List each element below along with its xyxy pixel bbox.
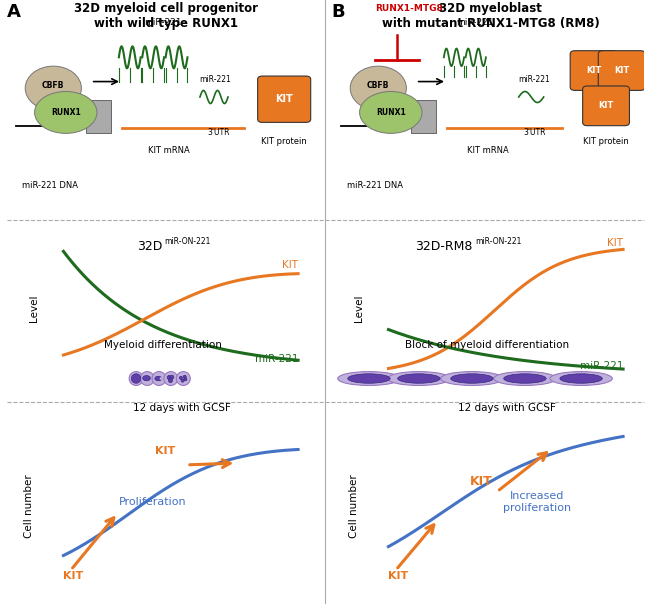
- Circle shape: [170, 375, 174, 379]
- Text: B: B: [332, 3, 345, 21]
- Text: miR-ON-221: miR-ON-221: [164, 237, 211, 246]
- Ellipse shape: [155, 376, 162, 381]
- Circle shape: [504, 374, 546, 384]
- Ellipse shape: [34, 91, 97, 133]
- Circle shape: [181, 379, 184, 382]
- Ellipse shape: [359, 91, 422, 133]
- Text: KIT: KIT: [599, 101, 614, 111]
- FancyBboxPatch shape: [570, 51, 617, 91]
- Text: Increased
proliferation: Increased proliferation: [502, 492, 571, 513]
- Text: miR-221: miR-221: [200, 75, 231, 84]
- Text: miR-221: miR-221: [519, 75, 550, 84]
- Circle shape: [183, 375, 187, 378]
- Text: Level: Level: [354, 294, 364, 322]
- Ellipse shape: [143, 376, 150, 381]
- Text: CBFB: CBFB: [367, 82, 389, 91]
- Circle shape: [179, 376, 183, 379]
- Circle shape: [167, 376, 171, 379]
- Text: miR-221: miR-221: [456, 18, 494, 27]
- Text: Block of myeloid differentiation: Block of myeloid differentiation: [406, 340, 569, 350]
- FancyBboxPatch shape: [411, 100, 436, 133]
- Text: KIT: KIT: [64, 571, 84, 580]
- Text: 12 days with GCSF: 12 days with GCSF: [458, 403, 556, 413]
- Text: miR-221 DNA: miR-221 DNA: [22, 181, 78, 190]
- Text: miR-221: miR-221: [580, 361, 623, 371]
- Text: KIT protein: KIT protein: [261, 137, 307, 146]
- Text: KIT: KIT: [607, 239, 623, 248]
- Text: Myeloid differentiation: Myeloid differentiation: [103, 340, 222, 350]
- Text: miR-221 DNA: miR-221 DNA: [347, 181, 403, 190]
- Circle shape: [184, 378, 187, 381]
- FancyBboxPatch shape: [582, 86, 629, 126]
- Circle shape: [168, 379, 172, 382]
- Text: KIT mRNA: KIT mRNA: [467, 146, 508, 155]
- Text: 32D myeloblast
with mutant RUNX1-MTG8 (RM8): 32D myeloblast with mutant RUNX1-MTG8 (R…: [382, 2, 599, 30]
- Text: RUNX1: RUNX1: [376, 108, 406, 117]
- Text: 32D-RM8: 32D-RM8: [415, 240, 473, 253]
- Text: KIT: KIT: [282, 260, 298, 269]
- Text: Cell number: Cell number: [24, 474, 34, 538]
- Text: KIT: KIT: [586, 66, 601, 75]
- Circle shape: [450, 374, 493, 384]
- Text: KIT: KIT: [155, 446, 175, 456]
- Text: 32D: 32D: [137, 240, 162, 253]
- Circle shape: [338, 371, 400, 385]
- Circle shape: [398, 374, 440, 384]
- Text: RUNX1-MTG8: RUNX1-MTG8: [376, 4, 443, 13]
- Text: KIT: KIT: [276, 94, 293, 104]
- Text: miR-ON-221: miR-ON-221: [475, 237, 521, 246]
- Text: Proliferation: Proliferation: [118, 497, 186, 507]
- Ellipse shape: [160, 377, 162, 380]
- FancyBboxPatch shape: [86, 100, 111, 133]
- Text: miR-221: miR-221: [144, 18, 181, 27]
- Ellipse shape: [350, 66, 406, 110]
- Circle shape: [164, 371, 178, 385]
- Circle shape: [140, 371, 154, 385]
- Text: 12 days with GCSF: 12 days with GCSF: [133, 403, 231, 413]
- Ellipse shape: [25, 66, 81, 110]
- Circle shape: [131, 374, 141, 384]
- Circle shape: [152, 371, 166, 385]
- Circle shape: [387, 371, 450, 385]
- Text: KIT protein: KIT protein: [583, 137, 629, 146]
- Circle shape: [494, 371, 556, 385]
- Text: 32D myeloid cell progenitor
with wild type RUNX1: 32D myeloid cell progenitor with wild ty…: [73, 2, 258, 30]
- Circle shape: [550, 371, 612, 385]
- Circle shape: [441, 371, 503, 385]
- FancyBboxPatch shape: [257, 76, 311, 123]
- Circle shape: [348, 374, 390, 384]
- Circle shape: [176, 371, 190, 385]
- Text: KIT: KIT: [470, 475, 493, 488]
- Text: RUNX1: RUNX1: [51, 108, 81, 117]
- Text: Cell number: Cell number: [349, 474, 359, 538]
- FancyBboxPatch shape: [598, 51, 645, 91]
- Text: 3'UTR: 3'UTR: [207, 128, 230, 137]
- Circle shape: [560, 374, 603, 384]
- Text: CBFB: CBFB: [42, 82, 64, 91]
- Text: KIT: KIT: [614, 66, 629, 75]
- Text: KIT mRNA: KIT mRNA: [148, 146, 190, 155]
- Text: miR-221: miR-221: [255, 354, 298, 364]
- Circle shape: [129, 371, 143, 385]
- Text: Level: Level: [29, 294, 39, 322]
- Text: KIT: KIT: [389, 571, 409, 580]
- Text: A: A: [6, 3, 20, 21]
- Text: 3'UTR: 3'UTR: [523, 128, 545, 137]
